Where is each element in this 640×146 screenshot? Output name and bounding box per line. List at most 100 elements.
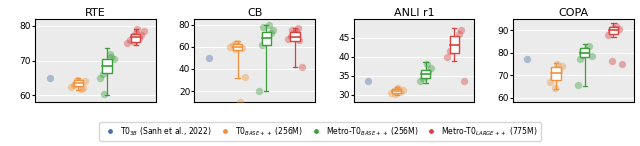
Point	[552, 63, 563, 65]
Point	[393, 87, 403, 89]
Point	[417, 77, 428, 79]
Point	[292, 27, 303, 29]
Point	[285, 34, 296, 37]
Bar	[580, 48, 589, 57]
Point	[415, 80, 425, 83]
Point	[136, 33, 147, 36]
Point	[554, 69, 564, 72]
Point	[254, 90, 264, 92]
Point	[581, 49, 591, 52]
Point	[103, 61, 113, 64]
Point	[603, 34, 613, 36]
Point	[125, 39, 135, 41]
Point	[522, 58, 532, 61]
Point	[236, 101, 246, 103]
Bar	[291, 32, 300, 41]
Point	[44, 77, 54, 79]
Point	[257, 43, 267, 46]
Point	[609, 27, 619, 29]
Legend: T0$_{3B}$ (Sanh et al., 2022), T0$_{BASE++}$ (256M), Metro-T0$_{BASE++}$ (256M),: T0$_{3B}$ (Sanh et al., 2022), T0$_{BASE…	[99, 122, 541, 141]
Point	[131, 32, 141, 34]
Point	[456, 29, 467, 32]
Point	[557, 65, 567, 67]
Point	[548, 76, 558, 79]
Point	[577, 50, 587, 53]
Point	[578, 54, 588, 56]
Point	[605, 30, 616, 33]
Point	[204, 57, 214, 59]
Point	[611, 25, 621, 27]
Title: RTE: RTE	[85, 8, 106, 18]
Point	[77, 87, 88, 89]
Point	[122, 42, 132, 44]
Title: ANLI r1: ANLI r1	[394, 8, 435, 18]
Point	[69, 84, 79, 86]
Title: CB: CB	[247, 8, 262, 18]
Point	[587, 55, 597, 57]
Point	[294, 39, 305, 41]
Point	[66, 85, 76, 88]
Bar	[102, 59, 111, 73]
Point	[617, 63, 627, 65]
Point	[230, 48, 240, 50]
Point	[260, 40, 270, 42]
Point	[106, 56, 116, 58]
Bar	[74, 80, 83, 86]
Point	[109, 58, 119, 60]
Point	[237, 47, 247, 49]
Point	[75, 81, 85, 83]
Point	[259, 26, 269, 28]
Point	[134, 37, 144, 39]
Bar	[233, 44, 242, 50]
Bar	[421, 70, 430, 78]
Point	[289, 32, 299, 35]
Point	[228, 43, 238, 46]
Point	[607, 59, 617, 62]
Point	[423, 71, 433, 73]
Point	[388, 90, 399, 92]
Point	[100, 66, 111, 69]
Point	[97, 73, 108, 76]
Point	[262, 37, 273, 39]
Point	[72, 79, 82, 81]
Point	[550, 86, 560, 89]
Point	[291, 30, 301, 32]
Point	[442, 56, 452, 58]
Point	[70, 83, 81, 85]
Point	[99, 92, 109, 95]
Point	[551, 72, 561, 74]
Point	[386, 92, 396, 94]
Title: COPA: COPA	[558, 8, 588, 18]
Point	[81, 80, 91, 83]
Point	[614, 28, 625, 30]
Point	[584, 45, 594, 47]
Point	[363, 80, 373, 83]
Point	[390, 93, 401, 95]
Point	[264, 23, 275, 26]
Bar	[131, 34, 140, 41]
Bar	[609, 27, 618, 34]
Point	[419, 73, 429, 75]
Bar	[392, 89, 401, 93]
Point	[394, 90, 404, 93]
Point	[225, 46, 236, 48]
Point	[266, 32, 276, 35]
Point	[128, 35, 138, 38]
Bar	[552, 67, 561, 80]
Point	[422, 63, 432, 66]
Point	[239, 75, 250, 78]
Point	[283, 38, 293, 40]
Point	[297, 66, 307, 68]
Point	[572, 84, 582, 86]
Point	[575, 58, 586, 61]
Point	[76, 88, 86, 90]
Point	[445, 50, 455, 52]
Point	[459, 80, 469, 83]
Point	[451, 39, 461, 41]
Point	[397, 89, 408, 91]
Point	[129, 40, 140, 43]
Point	[453, 33, 463, 35]
Point	[545, 81, 556, 83]
Point	[392, 88, 402, 90]
Point	[234, 44, 244, 47]
